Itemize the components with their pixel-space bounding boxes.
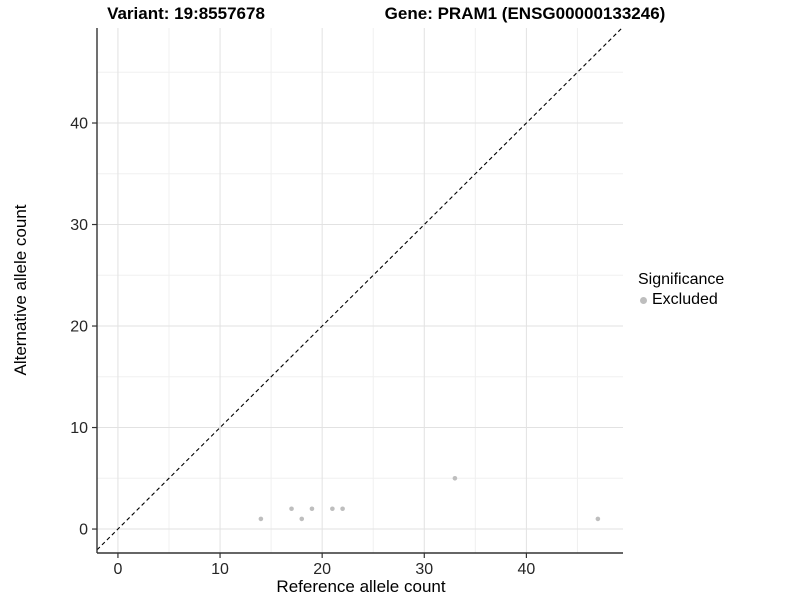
data-point — [299, 516, 305, 522]
data-point — [330, 506, 335, 512]
x-tick-label: 10 — [211, 561, 229, 578]
y-tick-label: 30 — [70, 217, 88, 234]
data-point — [289, 506, 294, 512]
gene-title: Gene: PRAM1 (ENSG00000133246) — [384, 4, 666, 23]
data-point — [340, 506, 345, 512]
y-axis-title: Alternative allele count — [11, 204, 30, 376]
y-tick-label: 10 — [70, 420, 88, 437]
x-tick-label: 40 — [517, 561, 535, 578]
legend: Significance Excluded — [638, 271, 724, 309]
y-tick-label: 20 — [70, 319, 88, 336]
x-tick-label: 30 — [415, 561, 433, 578]
identity-line — [96, 27, 623, 551]
data-point — [452, 475, 458, 481]
variant-title: Variant: 19:8557678 — [107, 4, 265, 23]
legend-item-excluded: Excluded — [638, 291, 724, 309]
legend-item-label: Excluded — [652, 291, 718, 308]
legend-title: Significance — [638, 271, 725, 288]
data-point — [309, 506, 315, 512]
y-tick-label: 40 — [70, 116, 88, 133]
data-point — [258, 516, 264, 522]
x-tick-label: 0 — [113, 561, 122, 578]
x-tick-label: 20 — [313, 561, 331, 578]
excluded-point-icon — [640, 296, 647, 304]
x-axis-title: Reference allele count — [276, 577, 446, 596]
y-tick-label: 0 — [79, 522, 88, 539]
data-point — [595, 516, 601, 522]
